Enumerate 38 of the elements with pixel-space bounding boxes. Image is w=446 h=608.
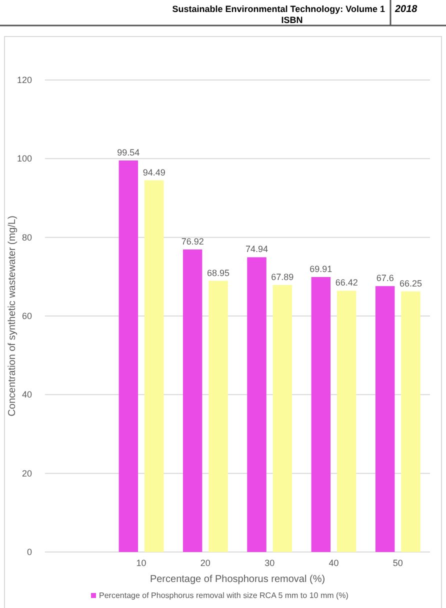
y-tick-label: 120	[16, 75, 32, 85]
bar	[401, 291, 420, 552]
bar	[336, 290, 356, 552]
x-tick-label: 40	[328, 558, 339, 568]
data-label: 68.95	[206, 268, 230, 278]
x-tick-label: 20	[200, 558, 210, 568]
text: 2018	[394, 4, 418, 15]
text: ISBN	[281, 15, 303, 25]
bar	[311, 277, 331, 552]
data-label: 66.42	[335, 278, 358, 288]
y-tick-label: 40	[22, 390, 32, 400]
x-tick-label: 50	[392, 558, 403, 568]
data-label: 94.49	[142, 167, 166, 178]
y-tick-label: 100	[16, 154, 32, 164]
x-tick-label: 10	[136, 558, 146, 568]
x-tick-label: 30	[264, 558, 275, 568]
legend-label: Percentage of Phosphorus removal with size RCA 5 mm to 10 mm (%)	[99, 591, 349, 600]
y-tick-label: 80	[22, 232, 32, 242]
data-label: 74.94	[245, 244, 268, 254]
data-label: 69.91	[310, 264, 332, 274]
bar	[375, 286, 395, 552]
x-axis-title: Percentage of Phosphorus removal (%)	[150, 574, 326, 585]
y-tick-label: 0	[26, 547, 32, 557]
data-label: 99.54	[117, 147, 140, 158]
data-label: 76.92	[181, 236, 204, 246]
bar	[208, 280, 228, 552]
data-label: 66.25	[399, 278, 422, 288]
bar	[144, 180, 164, 552]
y-tick-label: 20	[22, 468, 32, 478]
y-axis-title: Concentration of synthetic wastewater (mg/L)	[7, 216, 18, 416]
data-label: 67.6	[376, 273, 394, 284]
bar	[118, 160, 138, 552]
bar	[272, 284, 292, 552]
text: Sustainable Environmental Technology: Volume 1	[172, 4, 385, 14]
data-label: 67.89	[271, 272, 294, 282]
y-tick-label: 60	[22, 311, 32, 321]
bar	[247, 257, 266, 552]
bar	[182, 249, 202, 552]
